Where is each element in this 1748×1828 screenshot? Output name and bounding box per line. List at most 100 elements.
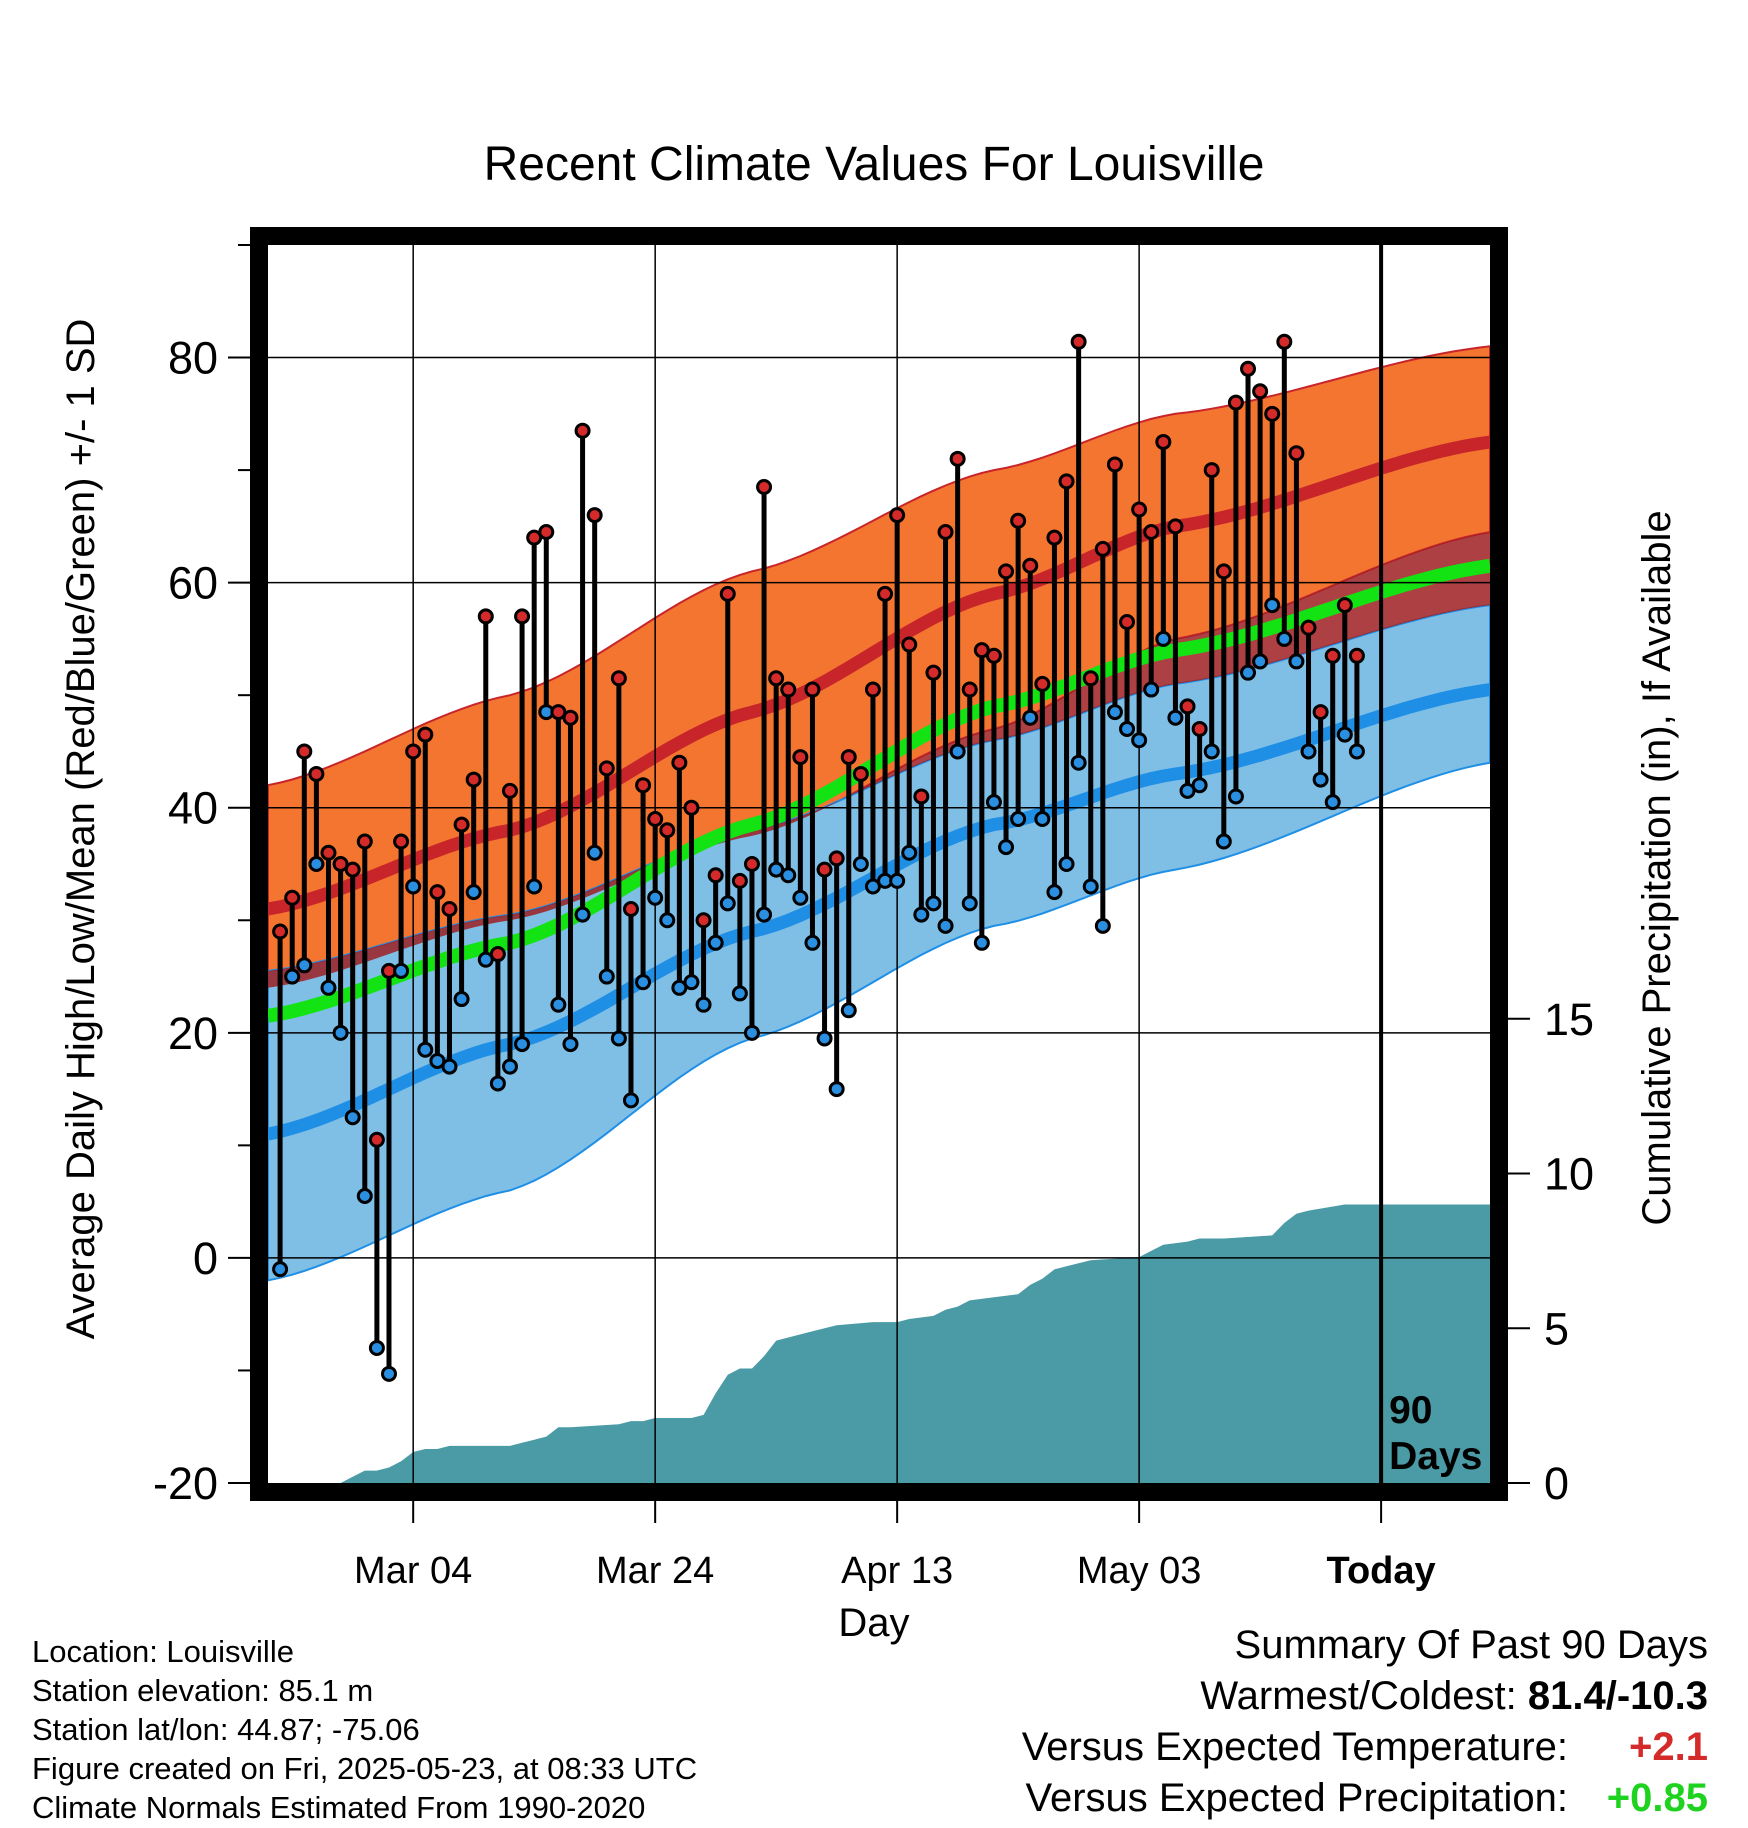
daily-low-point <box>368 1339 385 1356</box>
x-tick-label: May 03 <box>1077 1550 1202 1592</box>
daily-high-point <box>1010 512 1027 529</box>
y2-tick-label: 0 <box>1544 1458 1569 1509</box>
daily-low-point <box>1288 653 1305 670</box>
daily-high-point <box>913 788 930 805</box>
daily-high-point <box>780 681 797 698</box>
daily-high-point <box>1252 383 1269 400</box>
daily-low-point <box>1022 709 1039 726</box>
days-label-line: 90 <box>1389 1389 1432 1432</box>
daily-high-point <box>1058 473 1075 490</box>
daily-high-point <box>1070 333 1087 350</box>
daily-high-point <box>635 777 652 794</box>
daily-low-point <box>320 979 337 996</box>
daily-high-point <box>647 810 664 827</box>
daily-low-point <box>1131 732 1148 749</box>
warmest-value: 81.4/-10.3 <box>1527 1674 1708 1718</box>
daily-high-point <box>671 754 688 771</box>
daily-low-point <box>526 878 543 895</box>
daily-high-point <box>453 816 470 833</box>
y2-tick-label: 5 <box>1544 1303 1569 1354</box>
temp-label: Versus Expected Temperature: <box>1021 1725 1568 1769</box>
daily-high-point <box>683 799 700 816</box>
daily-high-point <box>743 856 760 872</box>
plot-frame <box>250 227 1508 1501</box>
daily-low-point <box>1348 743 1365 760</box>
daily-high-point <box>562 709 579 726</box>
daily-low-point <box>707 934 724 951</box>
daily-high-point <box>356 833 373 850</box>
daily-low-point <box>344 1109 361 1126</box>
precip-row: Versus Expected Precipitation: +0.85 <box>808 1773 1708 1824</box>
daily-high-point <box>344 861 361 878</box>
daily-high-point <box>985 647 1002 664</box>
precip-area-fill <box>268 1204 1490 1483</box>
daily-low-point <box>514 1036 531 1053</box>
location-text: Location: Louisville <box>32 1634 294 1669</box>
daily-low-point <box>489 1075 506 1092</box>
daily-low-point <box>743 1024 760 1041</box>
y-tick-label: 80 <box>168 333 218 384</box>
daily-high-point <box>998 563 1015 580</box>
daily-low-point <box>441 1058 458 1075</box>
daily-high-point <box>1131 501 1148 518</box>
daily-low-point <box>574 906 591 923</box>
daily-high-point <box>1324 647 1341 664</box>
daily-low-point <box>998 839 1015 856</box>
daily-low-point <box>356 1188 373 1205</box>
daily-low-point <box>1082 878 1099 895</box>
daily-low-point <box>1276 630 1293 647</box>
daily-low-point <box>598 968 615 985</box>
daily-high-point <box>514 608 531 625</box>
daily-low-point <box>901 844 918 861</box>
daily-low-point <box>1227 788 1244 805</box>
days-label: 90 Days <box>1389 1389 1482 1478</box>
y-tick-label: 20 <box>168 1008 218 1059</box>
daily-low-point <box>1215 833 1232 850</box>
summary-panel: Summary Of Past 90 Days Warmest/Coldest:… <box>808 1620 1708 1824</box>
daily-low-point <box>550 996 567 1013</box>
axes: -20 0 20 40 60 80 0 5 10 15 Mar 04 Mar 24 Apr 13 May … <box>153 244 1594 1592</box>
daily-low-point <box>1106 704 1123 721</box>
daily-high-point <box>320 844 337 861</box>
daily-high-point <box>731 872 748 889</box>
daily-high-point <box>1312 704 1329 721</box>
daily-high-point <box>393 833 410 850</box>
daily-low-point <box>828 1081 845 1098</box>
daily-high-point <box>1022 557 1039 574</box>
daily-high-point <box>1034 675 1051 692</box>
daily-high-point <box>937 523 954 540</box>
daily-high-point <box>949 450 966 467</box>
y2-tick-label: 10 <box>1544 1149 1594 1200</box>
daily-high-point <box>707 867 724 884</box>
daily-low-point <box>332 1024 349 1041</box>
daily-low-point <box>925 895 942 912</box>
daily-low-point <box>1034 810 1051 827</box>
daily-high-point <box>465 771 482 788</box>
daily-high-point <box>284 889 301 906</box>
warmest-label: Warmest/Coldest: <box>1200 1674 1517 1718</box>
daily-low-point <box>272 1261 289 1278</box>
daily-low-point <box>1300 743 1317 760</box>
daily-high-point <box>864 681 881 698</box>
daily-high-point <box>622 901 639 918</box>
daily-low-point <box>913 906 930 923</box>
daily-low-point <box>405 878 422 895</box>
daily-high-point <box>695 912 712 929</box>
daily-low-point <box>985 794 1002 811</box>
y-tick-label: 0 <box>193 1233 218 1284</box>
daily-high-point <box>852 765 869 782</box>
plot-border <box>250 227 1508 1501</box>
daily-low-point <box>1155 630 1172 647</box>
daily-high-point <box>429 884 446 901</box>
daily-low-point <box>1167 709 1184 726</box>
daily-high-point <box>719 585 736 602</box>
daily-low-point <box>659 912 676 929</box>
daily-low-point <box>296 957 313 974</box>
daily-low-point <box>816 1030 833 1047</box>
daily-low-point <box>622 1092 639 1109</box>
daily-low-point <box>889 872 906 889</box>
daily-low-point <box>1191 777 1208 794</box>
daily-high-point <box>816 861 833 878</box>
daily-high-point <box>1240 360 1257 377</box>
today-marker: 90 Days <box>1379 245 1482 1483</box>
